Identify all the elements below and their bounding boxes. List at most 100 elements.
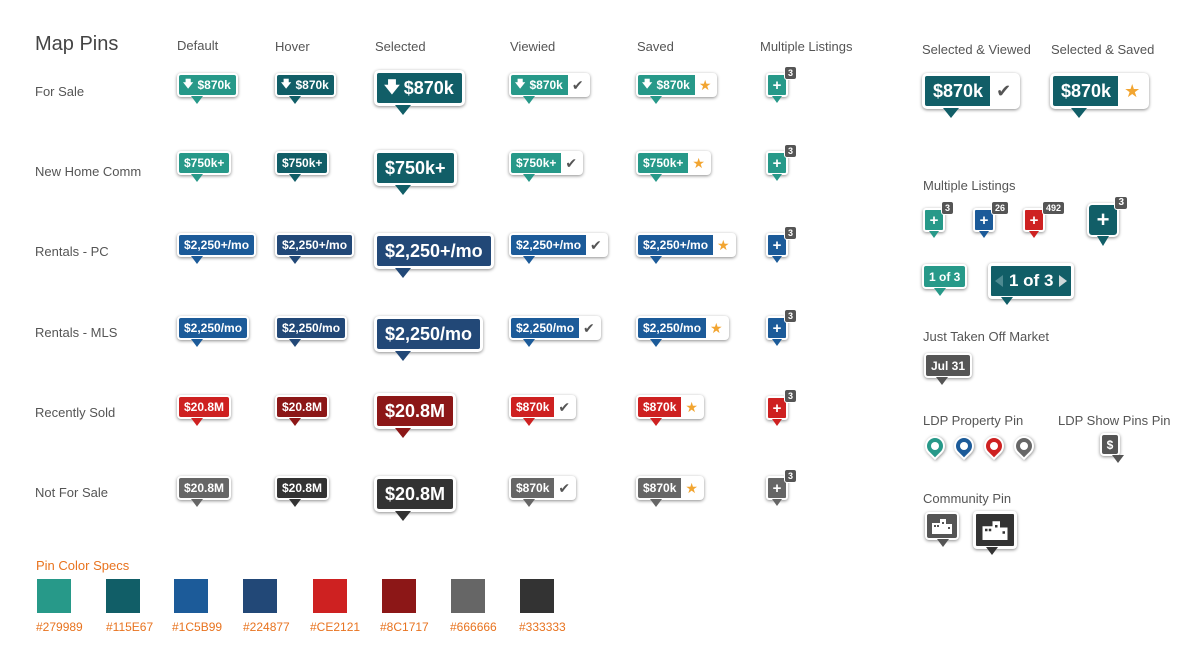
checkmark-icon: ✔ xyxy=(554,397,575,417)
pin-new-home-viewed[interactable]: $750k+ ✔ xyxy=(509,151,584,182)
checkmark-icon: ✔ xyxy=(554,478,575,498)
pin-not-for-sale-default[interactable]: $20.8M xyxy=(177,476,232,507)
down-arrow-icon: 🡇 xyxy=(183,78,194,90)
pin-rentals-mls-multiple[interactable]: +3 xyxy=(766,309,797,346)
star-icon: ★ xyxy=(1118,76,1147,106)
pin-rentals-mls-default[interactable]: $2,250/mo xyxy=(177,316,250,347)
plus-icon: + xyxy=(979,211,989,229)
pin-for-sale-default[interactable]: 🡇 $870k xyxy=(177,73,238,104)
plus-icon: + xyxy=(772,154,782,172)
pin-not-for-sale-hover[interactable]: $20.8M xyxy=(275,476,330,507)
off-market-heading: Just Taken Off Market xyxy=(923,329,1049,344)
column-header-default: Default xyxy=(177,38,219,53)
multi-pin-red[interactable]: +492 xyxy=(1023,201,1065,238)
checkmark-icon: ✔ xyxy=(579,318,599,338)
star-icon: ★ xyxy=(681,478,702,498)
star-icon: ★ xyxy=(694,75,716,95)
listing-count-badge: 26 xyxy=(990,201,1009,215)
multi-pin-blue[interactable]: +26 xyxy=(973,201,1009,238)
checkmark-icon: ✔ xyxy=(567,75,588,95)
row-label-not-for-sale: Not For Sale xyxy=(35,485,108,500)
pin-for-sale-viewed[interactable]: 🡇 $870k ✔ xyxy=(509,73,590,104)
location-pin-icon-blue[interactable] xyxy=(949,431,979,461)
star-icon: ★ xyxy=(681,397,702,417)
pin-new-home-saved[interactable]: $750k+ ★ xyxy=(636,151,711,182)
pin-rentals-pc-selected[interactable]: $2,250+/mo xyxy=(374,233,494,278)
pin-sold-default[interactable]: $20.8M xyxy=(177,395,232,426)
swatch-ce2121 xyxy=(313,579,347,613)
column-header-viewed: Viewied xyxy=(510,39,556,54)
pin-new-home-hover[interactable]: $750k+ xyxy=(275,151,330,182)
down-arrow-icon: 🡇 xyxy=(515,78,526,90)
pin-sold-saved[interactable]: $870k ★ xyxy=(636,395,704,426)
pin-rentals-pc-multiple[interactable]: +3 xyxy=(766,226,797,263)
pin-for-sale-hover[interactable]: 🡇 $870k xyxy=(275,73,336,104)
pagination-pin-small[interactable]: 1 of 3 xyxy=(922,264,968,296)
location-pin-icon-green[interactable] xyxy=(920,431,950,461)
hex-label: #1C5B99 xyxy=(172,620,223,634)
pin-rentals-mls-viewed[interactable]: $2,250/mo ✔ xyxy=(509,316,601,347)
column-header-hover: Hover xyxy=(275,39,310,54)
listing-count-badge: 3 xyxy=(940,201,954,215)
column-header-selected-saved: Selected & Saved xyxy=(1051,42,1155,57)
listing-count-badge: 492 xyxy=(1041,201,1065,215)
ldp-property-pin-heading: LDP Property Pin xyxy=(923,413,1024,428)
community-pin-selected[interactable] xyxy=(973,511,1017,555)
hex-label: #CE2121 xyxy=(310,620,361,634)
pin-rentals-mls-saved[interactable]: $2,250/mo ★ xyxy=(636,316,729,347)
pin-for-sale-saved[interactable]: 🡇 $870k ★ xyxy=(636,73,718,104)
pin-not-for-sale-viewed[interactable]: $870k ✔ xyxy=(509,476,577,507)
swatch-279989 xyxy=(37,579,71,613)
multi-pin-selected[interactable]: +3 xyxy=(1087,196,1128,246)
buildings-icon xyxy=(932,519,952,534)
pagination-pin-large[interactable]: 1 of 3 xyxy=(988,263,1075,305)
row-label-for-sale: For Sale xyxy=(35,84,85,99)
pin-rentals-pc-saved[interactable]: $2,250+/mo ★ xyxy=(636,233,736,264)
pin-rentals-mls-hover[interactable]: $2,250/mo xyxy=(275,316,348,347)
star-icon: ★ xyxy=(688,153,709,173)
pin-not-for-sale-selected[interactable]: $20.8M xyxy=(374,476,457,521)
pin-for-sale-selected[interactable]: 🡇 $870k xyxy=(374,70,465,115)
column-header-selected: Selected xyxy=(375,39,426,54)
pin-sold-hover[interactable]: $20.8M xyxy=(275,395,330,426)
pin-for-sale-multiple[interactable]: +3 xyxy=(766,66,797,103)
hex-label: #8C1717 xyxy=(380,620,429,634)
pin-rentals-pc-default[interactable]: $2,250+/mo xyxy=(177,233,257,264)
pin-rentals-mls-selected[interactable]: $2,250/mo xyxy=(374,316,484,361)
show-pins-pin[interactable]: $ xyxy=(1100,433,1124,463)
pin-not-for-sale-saved[interactable]: $870k ★ xyxy=(636,476,704,507)
off-market-pin[interactable]: Jul 31 xyxy=(924,353,973,385)
swatch-666666 xyxy=(451,579,485,613)
listing-count-badge: 3 xyxy=(783,144,797,158)
swatch-224877 xyxy=(243,579,277,613)
location-pin-icon-gray[interactable] xyxy=(1009,431,1039,461)
hex-label: #279989 xyxy=(36,620,83,634)
column-header-saved: Saved xyxy=(637,39,674,54)
swatch-1c5b99 xyxy=(174,579,208,613)
pin-sold-multiple[interactable]: +3 xyxy=(766,389,797,426)
pin-new-home-multiple[interactable]: +3 xyxy=(766,144,797,181)
pin-selected-saved[interactable]: $870k ★ xyxy=(1050,73,1150,118)
location-pin-icon-red[interactable] xyxy=(979,431,1009,461)
plus-icon: + xyxy=(772,76,782,94)
community-pin-default[interactable] xyxy=(925,512,959,547)
next-arrow-icon[interactable] xyxy=(1059,275,1068,287)
pin-not-for-sale-multiple[interactable]: +3 xyxy=(766,469,797,506)
pin-selected-viewed[interactable]: $870k ✔ xyxy=(922,73,1021,118)
pin-new-home-default[interactable]: $750k+ xyxy=(177,151,232,182)
previous-arrow-icon[interactable] xyxy=(995,275,1003,287)
color-specs-heading: Pin Color Specs xyxy=(36,558,130,573)
plus-icon: + xyxy=(1096,207,1110,232)
pin-sold-viewed[interactable]: $870k ✔ xyxy=(509,395,577,426)
multi-pin-green[interactable]: +3 xyxy=(923,201,954,238)
row-label-rentals-mls: Rentals - MLS xyxy=(35,325,118,340)
pin-new-home-selected[interactable]: $750k+ xyxy=(374,150,457,195)
star-icon: ★ xyxy=(706,318,727,338)
page-title: Map Pins xyxy=(35,33,119,55)
pin-sold-selected[interactable]: $20.8M xyxy=(374,393,457,438)
plus-icon: + xyxy=(772,399,782,417)
pin-rentals-pc-hover[interactable]: $2,250+/mo xyxy=(275,233,355,264)
dollar-icon: $ xyxy=(1106,437,1114,452)
checkmark-icon: ✔ xyxy=(561,153,582,173)
pin-rentals-pc-viewed[interactable]: $2,250+/mo ✔ xyxy=(509,233,608,264)
